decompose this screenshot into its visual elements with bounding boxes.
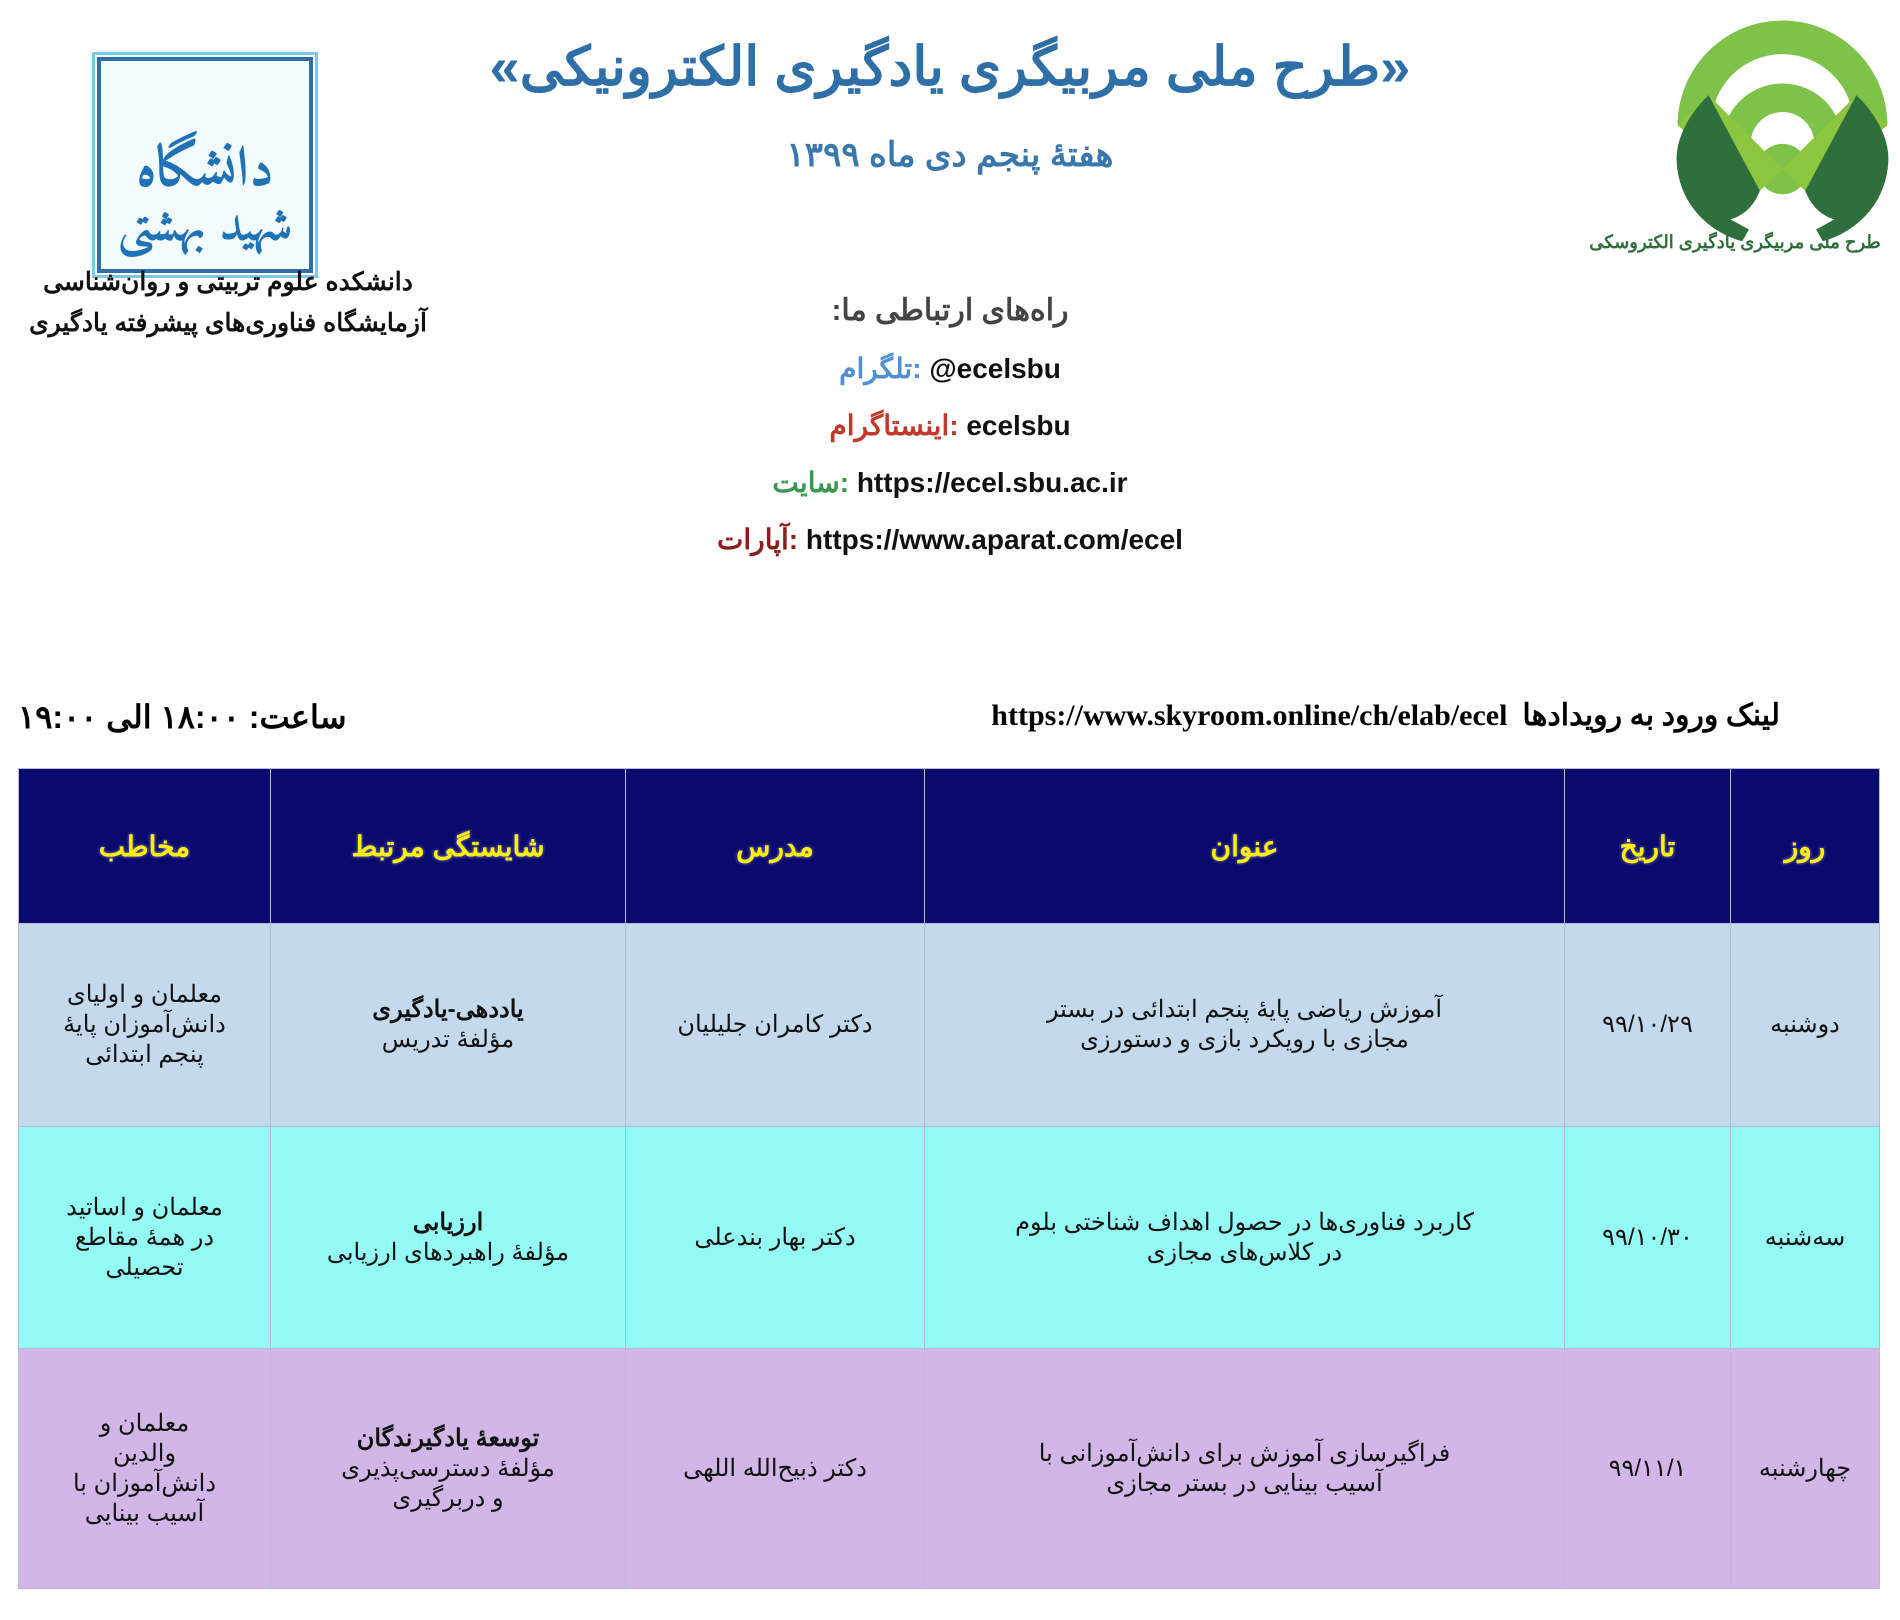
svg-text:شهید بهشتی: شهید بهشتی [118,187,293,265]
